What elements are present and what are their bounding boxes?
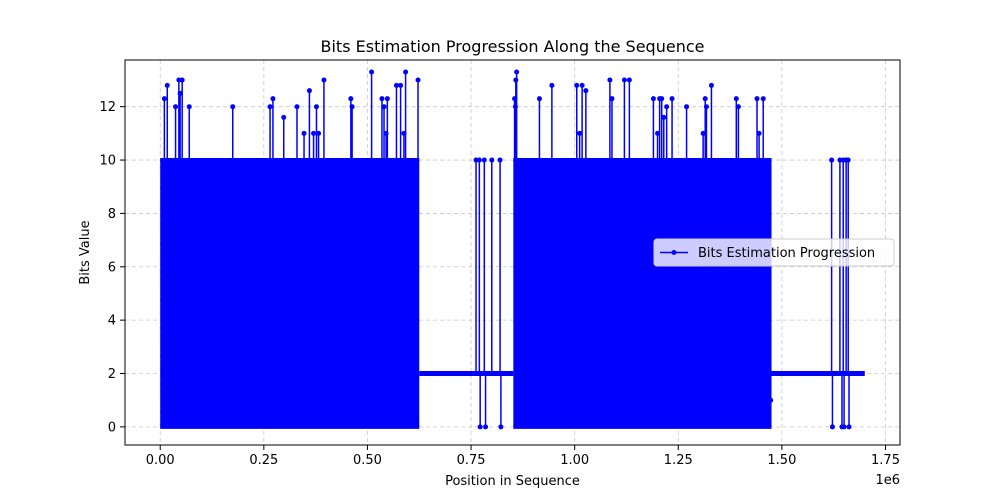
data-point	[393, 82, 399, 88]
data-point	[489, 157, 495, 163]
data-point	[498, 424, 504, 430]
data-point	[574, 82, 580, 88]
data-point	[384, 96, 390, 102]
data-point	[179, 77, 185, 83]
chart-title: Bits Estimation Progression Along the Se…	[321, 37, 705, 56]
data-point	[398, 82, 404, 88]
data-point	[577, 130, 583, 136]
data-point	[700, 130, 706, 136]
legend-marker-swatch	[671, 250, 677, 255]
data-point	[514, 69, 520, 75]
data-point	[348, 96, 354, 102]
data-point	[173, 104, 179, 110]
legend: Bits Estimation Progression	[653, 238, 895, 267]
data-point	[579, 82, 585, 88]
data-point	[708, 82, 714, 88]
data-point	[230, 104, 236, 110]
data-point	[164, 82, 170, 88]
data-point	[476, 157, 482, 163]
data-point	[650, 96, 656, 102]
data-point	[845, 157, 851, 163]
data-point	[403, 69, 409, 75]
data-point	[311, 130, 317, 136]
data-point	[626, 77, 632, 83]
data-point	[733, 96, 739, 102]
data-point	[513, 77, 519, 83]
data-point	[829, 157, 835, 163]
data-point	[756, 130, 762, 136]
y-tick-label: 10	[99, 154, 116, 169]
x-axis-offset-label: 1e6	[875, 473, 900, 488]
data-point	[316, 130, 322, 136]
x-tick-label: 0.75	[457, 453, 486, 468]
data-point	[664, 104, 670, 110]
y-tick-label: 6	[108, 260, 116, 275]
data-point	[281, 114, 287, 120]
data-point	[270, 96, 276, 102]
data-point	[186, 104, 192, 110]
data-point	[477, 424, 483, 430]
data-point	[481, 157, 487, 163]
y-tick-label: 12	[99, 100, 116, 115]
data-point	[841, 424, 847, 430]
data-point	[306, 88, 312, 94]
data-point	[549, 82, 555, 88]
data-point	[768, 397, 774, 403]
data-point	[369, 69, 375, 75]
x-tick-label: 0.50	[353, 453, 382, 468]
data-point	[379, 96, 385, 102]
plot-area	[160, 69, 865, 430]
y-tick-label: 4	[108, 314, 116, 329]
data-point	[621, 77, 627, 83]
data-point	[321, 77, 327, 83]
data-point	[381, 104, 387, 110]
data-point	[684, 104, 690, 110]
data-point	[161, 96, 167, 102]
data-point	[607, 77, 613, 83]
x-tick-label: 0.00	[146, 453, 175, 468]
legend-label: Bits Estimation Progression	[698, 246, 875, 261]
dense-segment	[513, 160, 772, 427]
x-tick-label: 1.25	[664, 453, 693, 468]
data-point	[760, 96, 766, 102]
data-point	[536, 96, 542, 102]
x-tick-label: 0.25	[249, 453, 278, 468]
data-point	[294, 104, 300, 110]
data-point	[301, 130, 307, 136]
x-axis-label: Position in Sequence	[445, 474, 580, 489]
data-point	[349, 104, 355, 110]
x-tick-label: 1.50	[767, 453, 796, 468]
data-point	[267, 104, 273, 110]
data-point	[659, 96, 665, 102]
y-tick-label: 8	[108, 207, 116, 222]
data-point	[703, 104, 709, 110]
data-point	[754, 96, 760, 102]
y-tick-label: 2	[108, 367, 116, 382]
data-point	[177, 90, 183, 96]
data-point	[583, 88, 589, 94]
data-point	[702, 96, 708, 102]
data-point	[497, 157, 503, 163]
data-point	[609, 96, 615, 102]
data-point	[483, 424, 489, 430]
legend-box	[653, 238, 895, 267]
data-point	[829, 424, 835, 430]
data-point	[669, 96, 675, 102]
data-point	[415, 77, 421, 83]
x-tick-label: 1.75	[871, 453, 900, 468]
dense-segment	[160, 160, 420, 427]
axes-frame	[124, 59, 901, 446]
data-point	[735, 104, 741, 110]
y-axis-label: Bits Value	[78, 220, 93, 284]
x-tick-label: 1.00	[560, 453, 589, 468]
data-point	[313, 104, 319, 110]
y-tick-label: 0	[108, 420, 116, 435]
data-point	[661, 114, 667, 120]
axis-ticks: 0.00 0.25 0.50 0.75 1.00 1.25 1.50 1.75 0 2 4 6 8 10 1…	[99, 100, 900, 468]
data-point	[846, 424, 852, 430]
data-point	[655, 130, 661, 136]
